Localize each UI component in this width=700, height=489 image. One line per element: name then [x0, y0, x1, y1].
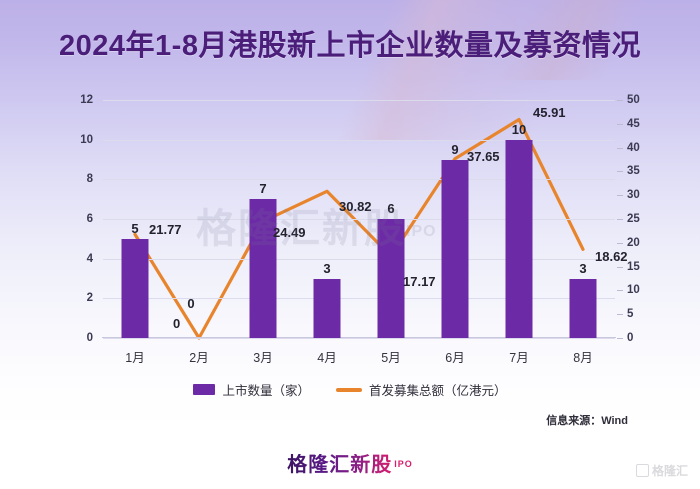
x-axis-line: [102, 337, 616, 338]
y-axis-tick-left: 8: [86, 173, 93, 186]
line-value-label: 45.91: [533, 105, 566, 121]
y-axis-tickmark-right: [617, 171, 623, 173]
footer-brand-logo: 格隆汇新股 IPO: [0, 448, 700, 477]
background-sheen-corner: [400, 0, 700, 80]
y-axis-tickmark-right: [617, 123, 623, 125]
x-axis-label: 5月: [381, 351, 401, 365]
source-note: 信息来源：Wind: [546, 415, 628, 427]
corner-watermark-box-icon: [635, 464, 649, 477]
legend-bar-label: 上市数量（家）: [222, 384, 310, 398]
y-axis-tick-right: 5: [627, 308, 634, 321]
x-axis-label: 2月: [189, 351, 209, 365]
y-axis-tickmark-right: [617, 266, 623, 268]
y-axis-tick-right: 45: [627, 117, 640, 130]
bar-value-label: 7: [259, 181, 267, 197]
legend-item-bar[interactable]: 上市数量（家）: [193, 380, 310, 399]
bar-value-label: 6: [387, 201, 395, 216]
legend-bar-swatch-icon: [193, 384, 216, 395]
bar-4[interactable]: [313, 278, 341, 338]
line-value-label: 0: [173, 316, 181, 331]
corner-watermark-text: 格隆汇: [651, 464, 688, 478]
x-axis-label: 3月: [253, 351, 273, 365]
y-axis-tickmark-right: [617, 100, 623, 101]
bar-6[interactable]: [441, 159, 469, 338]
gridline: [103, 139, 615, 141]
x-axis-label: 7月: [509, 351, 529, 365]
y-axis-tick-left: 0: [86, 332, 93, 344]
line-value-label: 17.17: [403, 274, 436, 290]
page-title: 2024年1-8月港股新上市企业数量及募资情况: [59, 30, 641, 62]
y-axis-tick-right: 10: [627, 284, 640, 297]
y-axis-tickmark-right: [617, 338, 623, 339]
bar-3[interactable]: [249, 199, 277, 338]
y-axis-tickmark-right: [617, 242, 623, 244]
line-series-path[interactable]: [135, 119, 583, 338]
bar-value-label: 9: [451, 141, 459, 157]
gridline: [103, 258, 615, 260]
bar-value-label: 10: [511, 121, 527, 137]
x-axis-label: 6月: [445, 351, 465, 365]
gridline: [103, 219, 615, 220]
gridline: [103, 298, 615, 300]
chart-area: 0 2 4 6 8 10 12 0 5 10 15 20 25 30 35 40 45 50 5 1月 0 2月 7 3月 3 4…: [0, 92, 700, 365]
bar-value-label: 3: [579, 260, 587, 276]
y-axis-tick-left: 10: [80, 133, 93, 146]
plot-area: 0 2 4 6 8 10 12 0 5 10 15 20 25 30 35 40 45 50 5 1月 0 2月 7 3月 3 4…: [80, 94, 640, 365]
bar-8[interactable]: [569, 278, 597, 338]
bar-value-label: 3: [323, 260, 331, 276]
gridline: [103, 100, 615, 101]
gridline: [103, 338, 615, 339]
y-axis-tick-right: 20: [627, 236, 640, 249]
y-axis-tick-right: 35: [627, 165, 640, 178]
y-axis-tick-left: 12: [80, 94, 93, 106]
legend-line-swatch-icon: [336, 387, 362, 392]
chart-legend: 上市数量（家） 首发募集总额（亿港元）: [0, 380, 700, 399]
x-axis-label: 1月: [125, 351, 145, 365]
line-value-label: 37.65: [467, 148, 500, 164]
footer-brand-text: 格隆汇新股: [287, 454, 393, 476]
corner-watermark: 格隆汇: [635, 462, 688, 479]
y-axis-tickmark-right: [617, 219, 623, 220]
bar-value-label: 0: [187, 296, 195, 311]
y-axis-tick-left: 6: [86, 213, 93, 225]
bar-1[interactable]: [121, 238, 149, 338]
x-axis-label: 4月: [317, 351, 337, 365]
y-axis-tickmark-right: [617, 290, 623, 292]
y-axis-tick-right: 40: [627, 141, 640, 154]
legend-line-label: 首发募集总额（亿港元）: [369, 384, 507, 398]
bar-5[interactable]: [377, 219, 405, 338]
line-value-label: 18.62: [595, 249, 628, 265]
line-value-label: 21.77: [149, 222, 182, 238]
y-axis-tickmark-right: [617, 147, 623, 149]
legend-item-line[interactable]: 首发募集总额（亿港元）: [336, 380, 507, 399]
y-axis-tick-left: 4: [86, 252, 93, 265]
background-sheen: [0, 0, 700, 140]
y-axis-tickmark-right: [617, 314, 623, 316]
gridline: [103, 179, 615, 181]
line-series-svg: [103, 100, 615, 338]
bar-value-label: 5: [131, 220, 139, 236]
footer-brand-suffix: IPO: [394, 459, 413, 469]
y-axis-tickmark-right: [617, 195, 623, 197]
line-value-label: 24.49: [273, 225, 306, 241]
x-axis-label: 8月: [573, 351, 593, 365]
y-axis-tick-right: 25: [627, 213, 640, 225]
y-axis-tick-right: 0: [627, 332, 634, 344]
y-axis-tick-right: 50: [627, 94, 640, 106]
y-axis-tick-left: 2: [86, 292, 93, 305]
bar-7[interactable]: [505, 139, 533, 338]
y-axis-tick-right: 30: [627, 189, 640, 202]
line-value-label: 30.82: [339, 199, 372, 215]
y-axis-tick-right: 15: [627, 260, 640, 273]
